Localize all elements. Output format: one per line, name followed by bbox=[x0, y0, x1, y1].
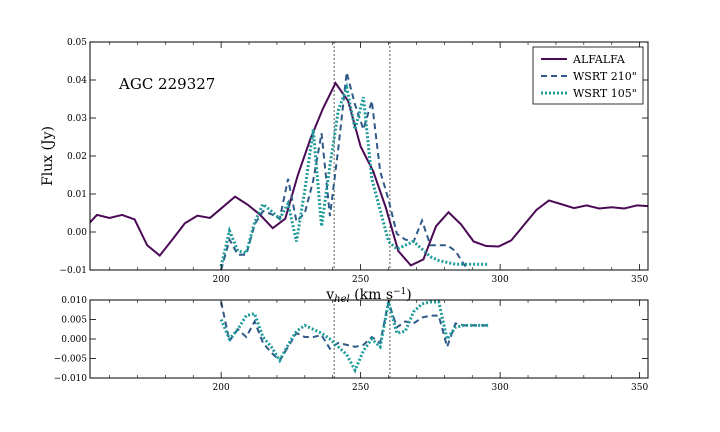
legend-label-wsrt-105: WSRT 105" bbox=[573, 87, 637, 100]
residual-series-wsrt-210 bbox=[220, 300, 489, 363]
main-x-tick-label-2: 300 bbox=[492, 275, 509, 285]
main-y-tick-label-1: 0.00 bbox=[67, 228, 87, 238]
main-y-tick-label-6: 0.05 bbox=[67, 38, 87, 48]
main-y-tick-label-4: 0.03 bbox=[67, 114, 87, 124]
object-name-label: AGC 229327 bbox=[118, 75, 215, 93]
main-plot-frame bbox=[89, 41, 649, 271]
residual-y-tick-label-2: 0.000 bbox=[61, 335, 87, 345]
residual-plot-frame bbox=[89, 299, 649, 379]
residual-x-tick-label-2: 300 bbox=[492, 383, 509, 393]
main-series-alfalfa bbox=[90, 81, 648, 267]
main-x-tick-label-1: 250 bbox=[352, 275, 369, 285]
residual-x-tick-label-1: 250 bbox=[352, 383, 369, 393]
y-axis-label: Flux (Jy) bbox=[40, 126, 56, 186]
residual-y-tick-label-0: −0.010 bbox=[54, 374, 88, 384]
main-y-tick-label-3: 0.02 bbox=[67, 152, 87, 162]
legend-label-wsrt-210: WSRT 210" bbox=[573, 70, 637, 83]
residual-y-tick-label-1: −0.005 bbox=[54, 355, 88, 365]
main-y-tick-label-5: 0.04 bbox=[67, 76, 87, 86]
residual-series-wsrt-105 bbox=[219, 300, 489, 374]
main-series-wsrt-210 bbox=[220, 72, 471, 270]
residual-y-tick-label-4: 0.010 bbox=[61, 296, 87, 306]
main-series-wsrt-105 bbox=[219, 82, 489, 267]
main-spectrum-panel: 200 250 300 350 −0.01 0.00 0.01 0.02 0.03 0.04 0.0… bbox=[40, 38, 649, 305]
main-x-tick-label-3: 350 bbox=[631, 275, 648, 285]
main-y-tick-label-2: 0.01 bbox=[67, 190, 87, 200]
residual-x-tick-label-0: 200 bbox=[213, 383, 230, 393]
main-x-tick-label-0: 200 bbox=[213, 275, 230, 285]
residual-x-tick-label-3: 350 bbox=[631, 383, 648, 393]
legend-label-alfalfa: ALFALFA bbox=[572, 53, 626, 66]
residual-y-tick-label-3: 0.005 bbox=[61, 316, 87, 326]
residual-panel: 200 250 300 350 −0.010 −0.005 0.000 0.005 0.010 bbox=[54, 296, 649, 393]
legend: ALFALFA WSRT 210" WSRT 105" bbox=[532, 46, 644, 105]
main-y-tick-label-0: −0.01 bbox=[59, 266, 87, 276]
